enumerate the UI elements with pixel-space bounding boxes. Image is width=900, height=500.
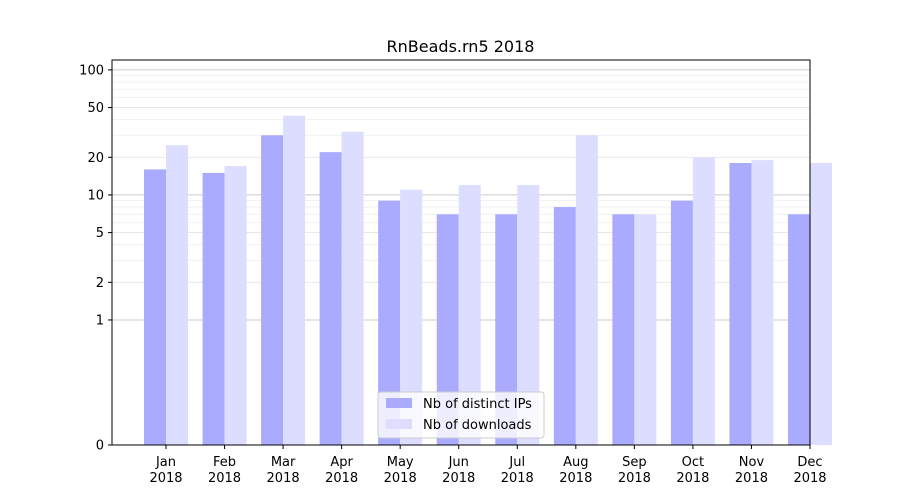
x-tick-label: Aug 2018 xyxy=(559,455,592,486)
legend-swatch xyxy=(386,419,412,429)
bar-downloads xyxy=(283,115,306,445)
bar-distinct-ips xyxy=(144,169,166,445)
x-tick-label: Dec 2018 xyxy=(793,455,826,486)
legend-swatch xyxy=(386,398,412,408)
x-tick-label: Apr 2018 xyxy=(325,455,358,486)
y-tick-label: 50 xyxy=(87,101,104,116)
bar-distinct-ips xyxy=(788,214,810,445)
bar-downloads xyxy=(810,163,832,445)
plot-frame xyxy=(111,59,811,446)
bar-distinct-ips xyxy=(378,200,401,445)
y-tick-label: 1 xyxy=(96,313,104,328)
bar-downloads xyxy=(692,157,715,445)
bar-downloads xyxy=(634,214,657,445)
x-tick-label: Jul 2018 xyxy=(501,455,534,486)
y-axis: 0 1 2 5 10 20 50 100 xyxy=(79,63,112,454)
x-tick-label: Oct 2018 xyxy=(676,455,709,486)
bar-downloads xyxy=(517,185,540,445)
bar-distinct-ips xyxy=(612,214,635,445)
bar-downloads xyxy=(575,135,598,445)
x-tick-label: Jan 2018 xyxy=(149,455,182,486)
y-tick-label: 10 xyxy=(87,188,104,203)
legend-label: Nb of distinct IPs xyxy=(423,397,532,412)
y-tick-label: 5 xyxy=(96,226,104,241)
bar-downloads xyxy=(751,160,774,445)
bar-downloads xyxy=(458,185,481,445)
bar-distinct-ips xyxy=(319,152,342,445)
y-tick-label: 2 xyxy=(96,276,104,291)
bars xyxy=(144,115,832,445)
x-tick-label: Mar 2018 xyxy=(267,455,300,486)
bar-distinct-ips xyxy=(553,207,576,445)
bar-downloads xyxy=(341,131,364,445)
bar-distinct-ips xyxy=(202,172,225,445)
bar-distinct-ips xyxy=(495,214,518,445)
legend: Nb of distinct IPs Nb of downloads xyxy=(377,391,545,439)
y-tick-label: 0 xyxy=(96,439,104,454)
bar-distinct-ips xyxy=(261,135,284,445)
legend-box xyxy=(377,391,545,439)
x-axis: Jan 2018 Feb 2018 Mar 2018 Apr 2018 May 2018 Jun 20… xyxy=(149,445,827,486)
y-tick-label: 20 xyxy=(87,151,104,166)
bar-distinct-ips xyxy=(729,163,752,445)
x-tick-label: Nov 2018 xyxy=(735,455,768,486)
x-tick-label: Sep 2018 xyxy=(618,455,651,486)
bar-downloads xyxy=(224,166,247,445)
bar-distinct-ips xyxy=(436,214,459,445)
bar-distinct-ips xyxy=(670,200,693,445)
x-tick-label: May 2018 xyxy=(384,455,417,486)
legend-label: Nb of downloads xyxy=(423,418,532,433)
x-tick-label: Feb 2018 xyxy=(208,455,241,486)
y-tick-label: 100 xyxy=(79,63,104,78)
chart-title: RnBeads.rn5 2018 xyxy=(387,37,535,56)
bar-downloads xyxy=(166,145,188,445)
x-tick-label: Jun 2018 xyxy=(442,455,475,486)
bar-downloads xyxy=(400,189,423,445)
